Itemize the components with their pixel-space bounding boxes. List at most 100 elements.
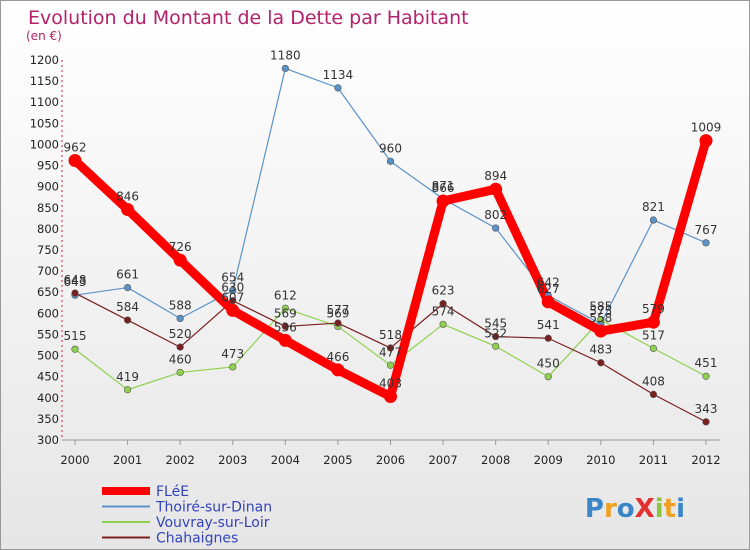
legend-label: Chahaignes: [156, 531, 238, 547]
data-point: [384, 390, 397, 404]
data-point: [492, 332, 500, 341]
y-tick-label: 1050: [30, 116, 59, 130]
data-label: 520: [169, 327, 192, 341]
data-label: 460: [169, 352, 192, 366]
data-point: [68, 153, 82, 167]
data-point: [71, 345, 79, 353]
data-label: 569: [326, 306, 349, 320]
data-label: 451: [695, 356, 718, 370]
data-point: [121, 202, 135, 216]
data-label: 654: [221, 271, 244, 285]
data-point: [281, 322, 289, 331]
data-point: [123, 283, 132, 292]
legend: FLéEThoiré-sur-DinanVouvray-sur-LoirChah…: [102, 484, 272, 547]
data-point: [281, 64, 289, 73]
data-point: [646, 315, 660, 329]
y-tick-label: 1200: [30, 53, 59, 67]
y-tick-label: 800: [37, 222, 59, 236]
x-tick-label: 2010: [586, 453, 615, 467]
y-tick-label: 900: [37, 180, 59, 194]
data-point: [492, 224, 500, 232]
data-label: 802: [484, 208, 507, 222]
data-label: 846: [116, 189, 139, 203]
data-label: 612: [274, 288, 297, 302]
data-point: [597, 359, 605, 367]
x-tick-label: 2009: [534, 453, 563, 467]
data-label: 515: [64, 329, 87, 343]
data-label: 575: [589, 304, 612, 318]
data-point: [649, 216, 658, 224]
data-label: 962: [64, 140, 87, 154]
data-point: [176, 343, 184, 351]
data-label: 643: [64, 275, 87, 289]
data-point: [173, 253, 187, 267]
data-point: [229, 363, 237, 371]
y-tick-label: 750: [37, 243, 59, 257]
legend-label: FLéE: [156, 484, 189, 500]
data-point: [702, 418, 710, 426]
data-point: [544, 334, 552, 342]
data-point: [386, 157, 395, 165]
data-point: [229, 286, 237, 295]
data-label: 627: [537, 282, 560, 296]
data-point: [594, 324, 608, 338]
chart-title: Evolution du Montant de la Dette par Hab…: [28, 7, 469, 29]
y-ticks: 300 350 400 450 500 550 600 650 700 750 800 850 900 9…: [30, 53, 59, 447]
data-point: [439, 300, 447, 308]
data-label: 584: [116, 300, 139, 314]
x-tick-label: 2003: [218, 453, 247, 467]
y-tick-label: 1100: [30, 95, 59, 109]
y-tick-label: 950: [37, 159, 59, 173]
data-label: 623: [432, 284, 455, 298]
y-tick-label: 700: [37, 264, 59, 278]
data-label: 585: [589, 300, 612, 314]
data-label: 588: [169, 298, 192, 312]
data-label: 821: [642, 200, 665, 214]
data-label: 408: [642, 374, 665, 388]
data-label: 894: [484, 169, 507, 183]
data-label: 473: [221, 347, 244, 361]
data-point: [226, 303, 240, 317]
x-tick-label: 2000: [60, 453, 89, 467]
data-point: [439, 320, 447, 328]
x-tick-label: 2012: [691, 453, 720, 467]
y-tick-label: 650: [37, 285, 59, 299]
data-labels: 643 661 588 654 1180 1134 960 871 802 642 575 821 76…: [64, 48, 722, 415]
data-label: 569: [274, 306, 297, 320]
x-tick-label: 2007: [428, 453, 457, 467]
data-point: [702, 239, 710, 247]
x-tick-label: 2001: [113, 453, 142, 467]
data-label: 607: [221, 290, 244, 304]
data-point: [702, 372, 710, 380]
data-label: 522: [484, 326, 507, 340]
data-point: [489, 182, 503, 196]
data-label: 866: [432, 181, 455, 195]
data-label: 545: [484, 317, 507, 331]
data-point: [699, 134, 713, 148]
data-point: [386, 344, 395, 352]
data-label: 1180: [270, 48, 301, 62]
data-label: 648: [64, 273, 87, 287]
data-point: [334, 319, 342, 327]
data-point: [541, 295, 555, 309]
data-label: 577: [326, 303, 349, 317]
data-point: [436, 194, 450, 208]
data-label: 343: [695, 402, 718, 416]
logo-text: ProXiti: [585, 494, 685, 524]
data-label: 450: [537, 357, 560, 371]
data-label: 403: [379, 377, 402, 391]
y-tick-label: 350: [37, 412, 59, 426]
y-tick-label: 1150: [30, 74, 59, 88]
data-label: 579: [642, 302, 665, 316]
data-label: 477: [379, 345, 402, 359]
data-point: [386, 361, 395, 369]
data-label: 517: [642, 328, 665, 342]
data-point: [278, 333, 292, 347]
data-label: 536: [274, 320, 297, 334]
data-label: 558: [589, 311, 612, 325]
y-tick-label: 300: [37, 433, 59, 447]
chart-subtitle: (en €): [26, 29, 62, 43]
